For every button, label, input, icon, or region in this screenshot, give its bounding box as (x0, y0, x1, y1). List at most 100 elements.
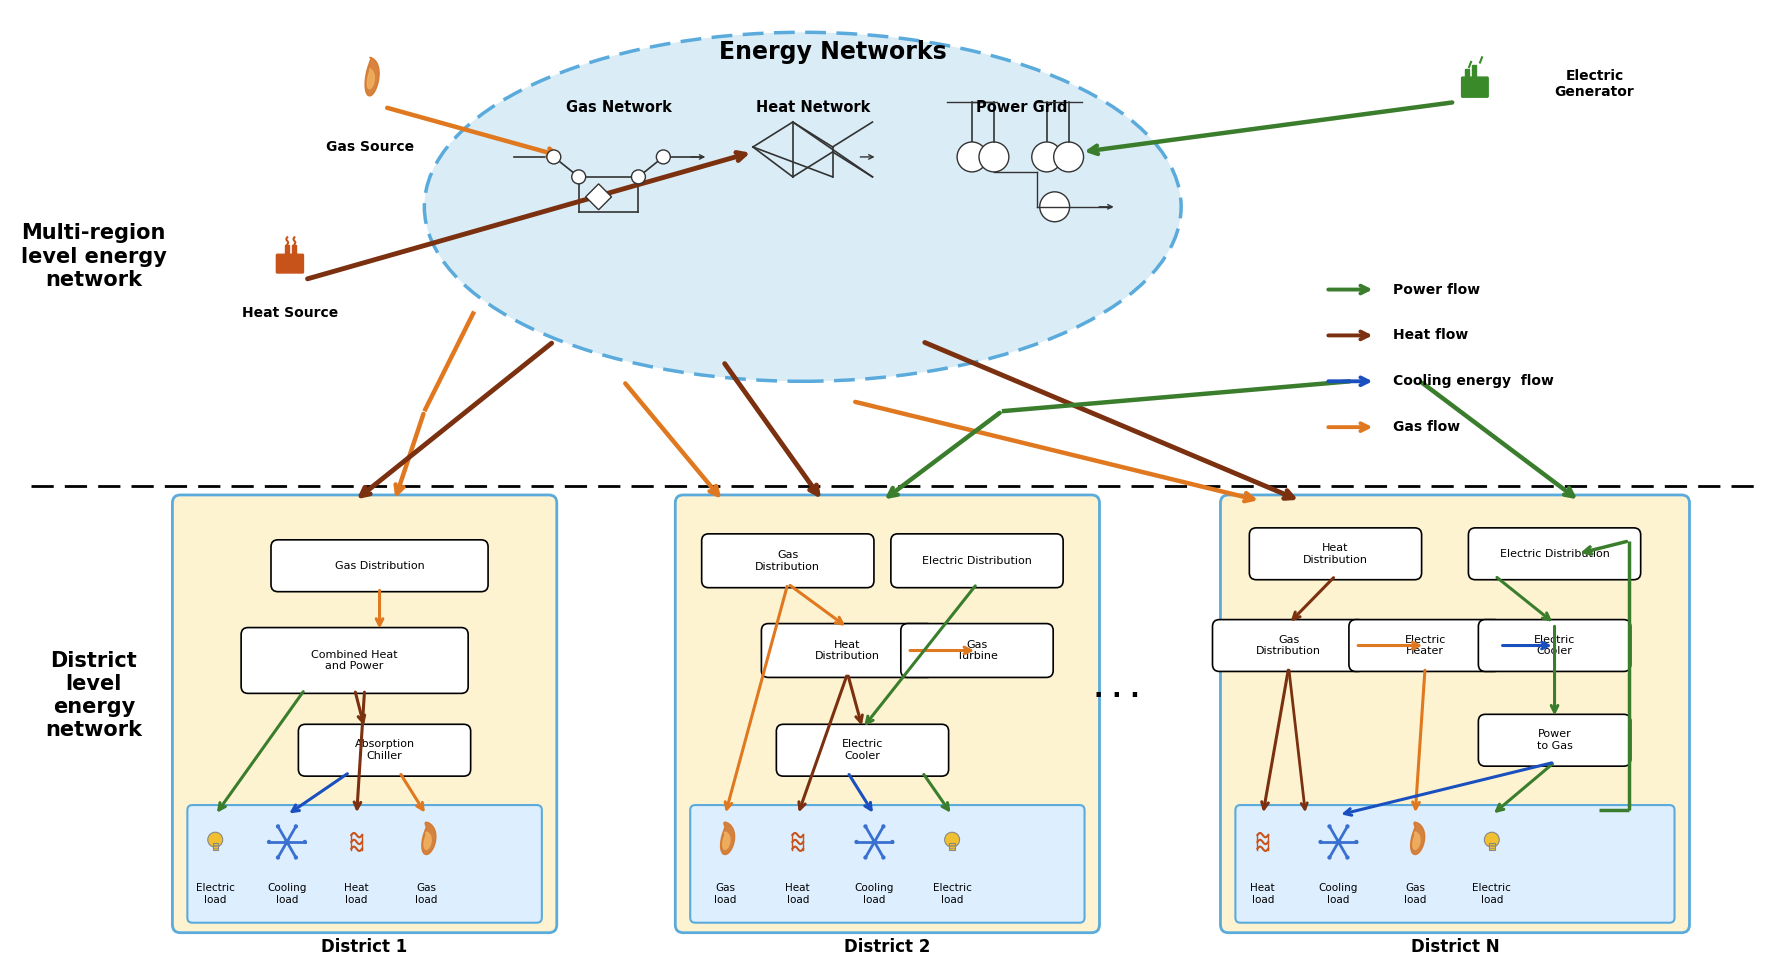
Circle shape (1355, 841, 1359, 844)
Circle shape (304, 841, 305, 844)
Text: Gas
load: Gas load (416, 883, 437, 904)
Circle shape (1039, 192, 1069, 222)
Text: Power Grid: Power Grid (977, 100, 1067, 114)
Text: Gas flow: Gas flow (1392, 420, 1460, 434)
Text: Gas
Distribution: Gas Distribution (755, 550, 821, 572)
Polygon shape (423, 823, 435, 854)
Text: Cooling
load: Cooling load (854, 883, 893, 904)
Text: Power
to Gas: Power to Gas (1536, 729, 1572, 752)
Text: Gas
load: Gas load (1405, 883, 1426, 904)
Text: Gas
load: Gas load (714, 883, 737, 904)
Text: . . .: . . . (1094, 678, 1138, 702)
FancyBboxPatch shape (272, 540, 488, 592)
Text: Gas
Distribution: Gas Distribution (1256, 634, 1321, 656)
Circle shape (284, 840, 289, 844)
Bar (1465, 69, 1469, 79)
Bar (950, 844, 955, 850)
FancyBboxPatch shape (892, 534, 1064, 588)
Circle shape (1346, 856, 1348, 859)
Circle shape (865, 856, 867, 859)
Circle shape (883, 856, 884, 859)
Text: Heat Network: Heat Network (755, 100, 870, 114)
Text: Electric
Heater: Electric Heater (1405, 634, 1446, 656)
Text: Heat
load: Heat load (785, 883, 810, 904)
Ellipse shape (424, 33, 1181, 382)
Circle shape (1320, 841, 1321, 844)
FancyBboxPatch shape (900, 624, 1053, 678)
FancyBboxPatch shape (172, 495, 558, 933)
Text: Energy Networks: Energy Networks (719, 40, 947, 64)
Text: Electric
load: Electric load (1472, 883, 1511, 904)
Text: Electric
Generator: Electric Generator (1554, 69, 1634, 99)
FancyBboxPatch shape (1213, 620, 1364, 672)
Circle shape (277, 825, 279, 827)
FancyBboxPatch shape (277, 255, 304, 273)
FancyBboxPatch shape (298, 725, 471, 776)
Polygon shape (721, 823, 735, 854)
Circle shape (1328, 825, 1330, 827)
Circle shape (277, 856, 279, 859)
Text: Electric Distribution: Electric Distribution (922, 555, 1032, 566)
Circle shape (957, 142, 987, 172)
Circle shape (1053, 142, 1083, 172)
Text: Gas
Turbine: Gas Turbine (957, 640, 998, 661)
FancyBboxPatch shape (1220, 495, 1689, 933)
Text: Heat
Distribution: Heat Distribution (1304, 543, 1368, 565)
Text: Gas Distribution: Gas Distribution (334, 561, 424, 571)
Text: Heat flow: Heat flow (1392, 329, 1469, 342)
FancyBboxPatch shape (1478, 620, 1630, 672)
Circle shape (572, 170, 586, 184)
Circle shape (547, 150, 561, 164)
Text: Electric
Cooler: Electric Cooler (1534, 634, 1575, 656)
Circle shape (632, 170, 645, 184)
FancyBboxPatch shape (691, 805, 1085, 923)
Text: Gas Source: Gas Source (325, 140, 414, 154)
Text: Heat
load: Heat load (1250, 883, 1275, 904)
Bar (286, 245, 289, 257)
Text: Gas Network: Gas Network (565, 100, 671, 114)
Text: District N: District N (1410, 938, 1499, 955)
Text: Heat
load: Heat load (345, 883, 369, 904)
Circle shape (1346, 825, 1348, 827)
FancyBboxPatch shape (1462, 77, 1488, 97)
FancyBboxPatch shape (1249, 528, 1421, 579)
Bar (213, 844, 218, 850)
FancyBboxPatch shape (186, 805, 542, 923)
Text: Power flow: Power flow (1392, 283, 1481, 297)
Polygon shape (586, 184, 611, 209)
Circle shape (1485, 832, 1499, 848)
Circle shape (1328, 856, 1330, 859)
Text: District 2: District 2 (844, 938, 931, 955)
Polygon shape (366, 58, 378, 96)
FancyBboxPatch shape (1478, 714, 1630, 766)
Text: Multi-region
level energy
network: Multi-region level energy network (21, 224, 167, 290)
Polygon shape (1414, 832, 1421, 850)
Bar (293, 245, 297, 257)
FancyBboxPatch shape (1236, 805, 1675, 923)
Circle shape (979, 142, 1009, 172)
Circle shape (268, 841, 270, 844)
Text: Heat
Distribution: Heat Distribution (815, 640, 881, 661)
Polygon shape (368, 69, 375, 88)
Polygon shape (723, 832, 730, 850)
Text: Electric
load: Electric load (932, 883, 971, 904)
Circle shape (872, 840, 877, 844)
Circle shape (883, 825, 884, 827)
Text: Cooling
load: Cooling load (266, 883, 307, 904)
FancyBboxPatch shape (242, 628, 469, 694)
FancyBboxPatch shape (776, 725, 948, 776)
Circle shape (657, 150, 670, 164)
Circle shape (1032, 142, 1062, 172)
Circle shape (945, 832, 959, 848)
Circle shape (892, 841, 893, 844)
Text: Combined Heat
and Power: Combined Heat and Power (311, 650, 398, 672)
Text: Cooling
load: Cooling load (1320, 883, 1359, 904)
Circle shape (1336, 840, 1341, 844)
Text: Electric
load: Electric load (195, 883, 234, 904)
FancyBboxPatch shape (1469, 528, 1641, 579)
Bar (1472, 64, 1476, 79)
Text: Electric
Cooler: Electric Cooler (842, 739, 883, 761)
FancyBboxPatch shape (762, 624, 934, 678)
Circle shape (854, 841, 858, 844)
Text: Absorption
Chiller: Absorption Chiller (355, 739, 414, 761)
